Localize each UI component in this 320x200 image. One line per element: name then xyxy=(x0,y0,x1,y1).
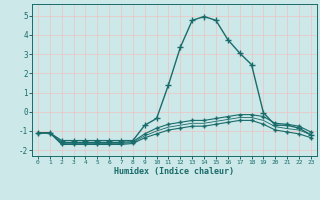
X-axis label: Humidex (Indice chaleur): Humidex (Indice chaleur) xyxy=(115,167,234,176)
